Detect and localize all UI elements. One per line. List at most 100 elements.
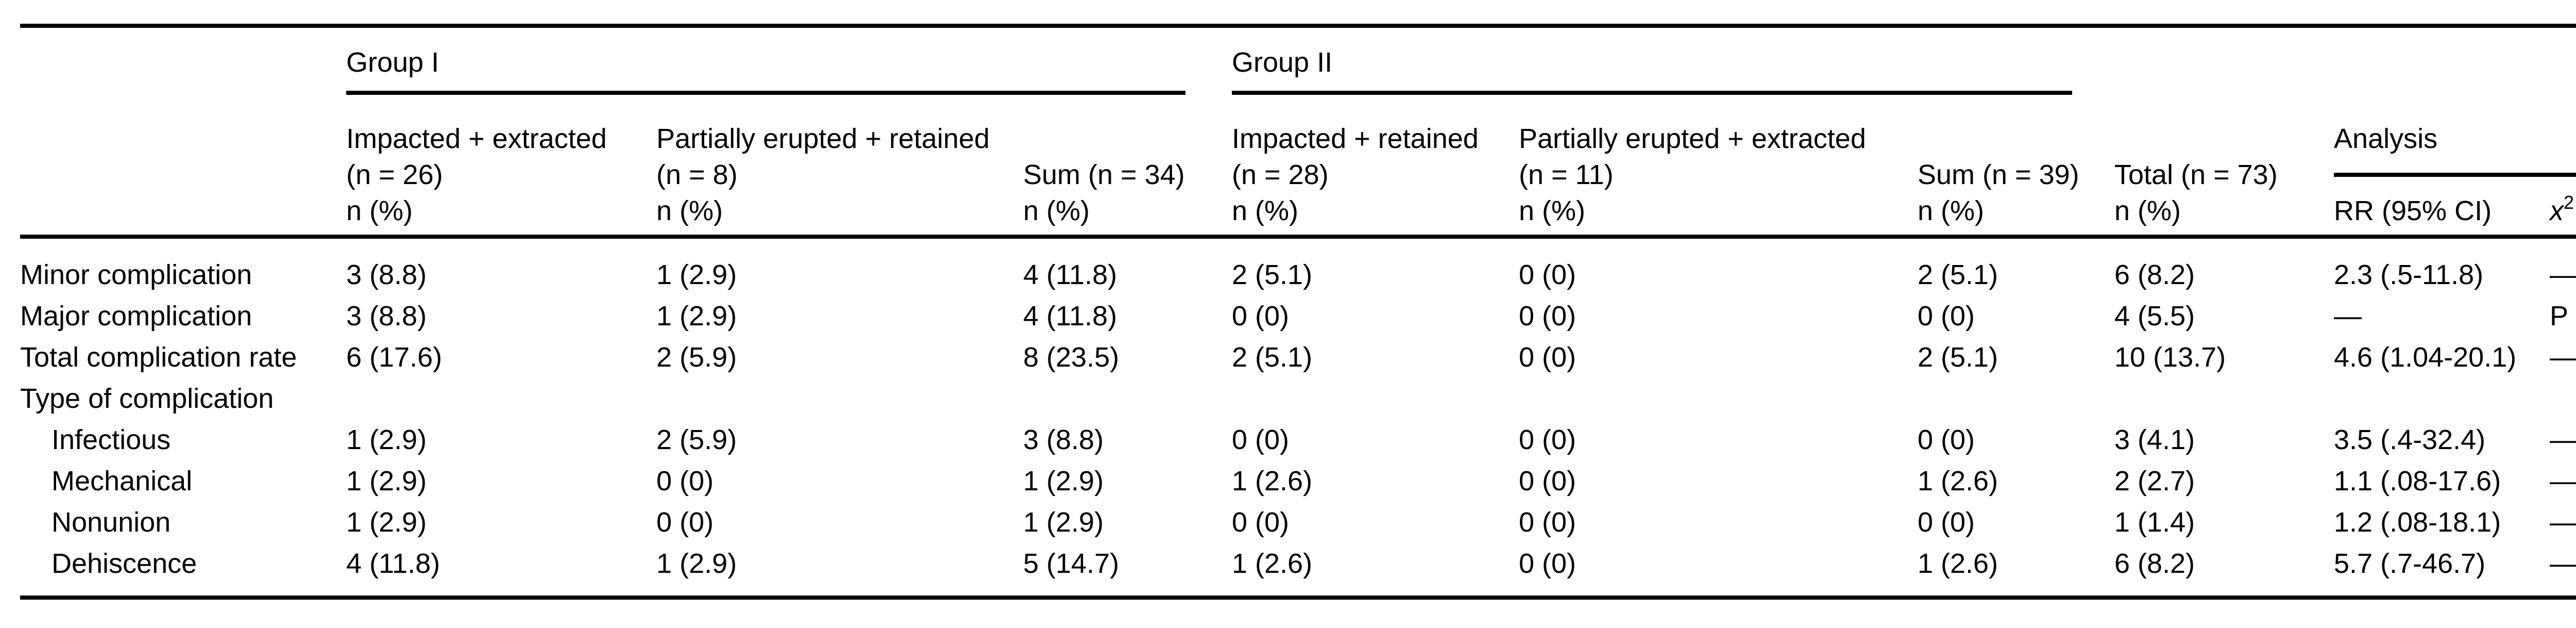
cell-sum-group2: 0 (0): [1918, 507, 1975, 538]
complications-table-wrap: Group I Group II Impacted + extracted (n…: [20, 24, 2576, 600]
cell-sum-group2: 0 (0): [1918, 301, 1975, 332]
row-label: Minor complication: [20, 259, 252, 290]
cell-impacted-extracted: 1 (2.9): [346, 466, 427, 497]
col1-line1: Impacted + extracted: [346, 123, 607, 154]
cell-sum-group2: 1 (2.6): [1918, 543, 2115, 600]
cell-partially-erupted-retained: 0 (0): [656, 466, 714, 497]
table-row: Mechanical 1 (2.9) 0 (0) 1 (2.9) 1 (2.6)…: [20, 460, 2576, 502]
table-row: Minor complication 3 (8.8) 1 (2.9) 4 (11…: [20, 237, 2576, 295]
col-header-partially-erupted-retained: Partially erupted + retained (n = 8) n (…: [656, 95, 1023, 239]
row-label: Total complication rate: [20, 342, 297, 373]
col3-line3: n (%): [1023, 195, 1090, 226]
cell-partially-erupted-extracted: 0 (0): [1519, 507, 1577, 538]
cell-impacted-retained: 2 (5.1): [1232, 342, 1313, 373]
cell-impacted-retained: 2 (5.1): [1232, 259, 1313, 290]
cell-sum-group1: 4 (11.8): [1023, 301, 1117, 332]
row-label: Major complication: [20, 301, 252, 332]
cell-impacted-retained: 0 (0): [1232, 301, 1290, 332]
rr-ci-header: RR (95% CI): [2334, 195, 2492, 226]
cell-partially-erupted-extracted: 0 (0): [1519, 543, 1918, 600]
col6-line2: Sum (n = 39): [1918, 159, 2079, 190]
cell-partially-erupted-extracted: 0 (0): [1519, 301, 1577, 332]
cell-sum-group1: 8 (23.5): [1023, 342, 1120, 373]
column-header-row: Impacted + extracted (n = 26) n (%) Part…: [20, 95, 2576, 239]
cell-total: [2114, 378, 2334, 419]
row-label: Nonunion: [52, 507, 171, 538]
cell-impacted-retained: 1 (2.6): [1232, 543, 1519, 600]
row-label: Dehiscence: [20, 543, 346, 600]
table-header: Group I Group II Impacted + extracted (n…: [20, 26, 2576, 239]
cell-partially-erupted-retained: 2 (5.9): [656, 424, 737, 455]
cell-rr-ci: 2.3 (.5-11.8): [2334, 259, 2484, 290]
col-header-impacted-retained: Impacted + retained (n = 28) n (%): [1232, 95, 1519, 239]
chi-sup: 2: [2564, 192, 2574, 213]
col5-line1: Partially erupted + extracted: [1519, 123, 1866, 154]
cell-sum-group1: [1023, 378, 1232, 419]
table-row: Nonunion 1 (2.9) 0 (0) 1 (2.9) 0 (0) 0 (…: [20, 502, 2576, 543]
col2-line1: Partially erupted + retained: [656, 123, 990, 154]
cell-chi-square: —: [2550, 424, 2576, 455]
row-label-header: [20, 95, 346, 239]
cell-partially-erupted-retained: 1 (2.9): [656, 301, 737, 332]
cell-partially-erupted-retained: 1 (2.9): [656, 259, 737, 290]
col3-line2: Sum (n = 34): [1023, 159, 1185, 190]
col4-line1: Impacted + retained: [1232, 123, 1479, 154]
cell-rr-ci: 3.5 (.4-32.4): [2334, 424, 2486, 455]
cell-chi-square: —: [2550, 342, 2576, 373]
col4-line3: n (%): [1232, 195, 1299, 226]
cell-partially-erupted-retained: 0 (0): [656, 507, 714, 538]
cell-total: 1 (1.4): [2114, 507, 2195, 538]
cell-partially-erupted-extracted: 0 (0): [1519, 259, 1577, 290]
group2-underline: Group II: [1232, 28, 2073, 95]
col2-line3: n (%): [656, 195, 723, 226]
cell-rr-ci: —: [2334, 301, 2362, 332]
col-header-partially-erupted-extracted: Partially erupted + extracted (n = 11) n…: [1519, 95, 1918, 239]
chi-square-header: x2: [2550, 187, 2574, 226]
table-row: Total complication rate 6 (17.6) 2 (5.9)…: [20, 337, 2576, 378]
cell-impacted-extracted: 6 (17.6): [346, 342, 443, 373]
cell-partially-erupted-retained: [656, 378, 1023, 419]
col-header-analysis: Analysis RR (95% CI) x2: [2334, 95, 2576, 239]
cell-sum-group1: 3 (8.8): [1023, 424, 1104, 455]
cell-impacted-extracted: 4 (11.8): [346, 543, 656, 600]
col7-line2: Total (n = 73): [2114, 159, 2278, 190]
cell-chi-square: [2550, 378, 2576, 419]
row-label: Infectious: [52, 424, 171, 455]
group2-spanner: Group II: [1232, 26, 2114, 95]
cell-total: 10 (13.7): [2114, 342, 2226, 373]
cell-sum-group2: 2 (5.1): [1918, 259, 1998, 290]
cell-partially-erupted-extracted: 0 (0): [1519, 342, 1577, 373]
cell-total: 6 (8.2): [2114, 543, 2334, 600]
cell-rr-ci: 1.2 (.08-18.1): [2334, 507, 2501, 538]
group1-label: Group I: [346, 47, 439, 78]
chi-base: x: [2550, 195, 2564, 226]
cell-total: 6 (8.2): [2114, 259, 2195, 290]
cell-chi-square: —: [2550, 466, 2576, 497]
col1-line3: n (%): [346, 195, 413, 226]
cell-impacted-extracted: 1 (2.9): [346, 424, 427, 455]
cell-partially-erupted-extracted: 0 (0): [1519, 466, 1577, 497]
cell-sum-group2: 1 (2.6): [1918, 466, 1998, 497]
col2-line2: (n = 8): [656, 159, 738, 190]
total-spanner-empty: [2114, 26, 2334, 95]
cell-partially-erupted-extracted: 0 (0): [1519, 424, 1577, 455]
table-row: Major complication 3 (8.8) 1 (2.9) 4 (11…: [20, 295, 2576, 337]
group2-label: Group II: [1232, 47, 1333, 78]
cell-partially-erupted-extracted: [1519, 378, 1918, 419]
cell-impacted-extracted: [346, 378, 656, 419]
cell-impacted-retained: 0 (0): [1232, 507, 1290, 538]
cell-impacted-retained: 0 (0): [1232, 424, 1290, 455]
table-row: Infectious 1 (2.9) 2 (5.9) 3 (8.8) 0 (0)…: [20, 419, 2576, 460]
cell-sum-group1: 4 (11.8): [1023, 259, 1117, 290]
col-header-total: Total (n = 73) n (%): [2114, 95, 2334, 239]
cell-rr-ci: 5.7 (.7-46.7): [2334, 543, 2550, 600]
cell-chi-square: —: [2550, 259, 2576, 290]
cell-impacted-extracted: 1 (2.9): [346, 507, 427, 538]
analysis-label: Analysis: [2334, 123, 2438, 154]
cell-rr-ci: 4.6 (1.04-20.1): [2334, 342, 2517, 373]
group1-spanner: Group I: [346, 26, 1232, 95]
cell-partially-erupted-retained: 2 (5.9): [656, 342, 737, 373]
col5-line3: n (%): [1519, 195, 1586, 226]
cell-sum-group2: 2 (5.1): [1918, 342, 1998, 373]
col-header-impacted-extracted: Impacted + extracted (n = 26) n (%): [346, 95, 656, 239]
